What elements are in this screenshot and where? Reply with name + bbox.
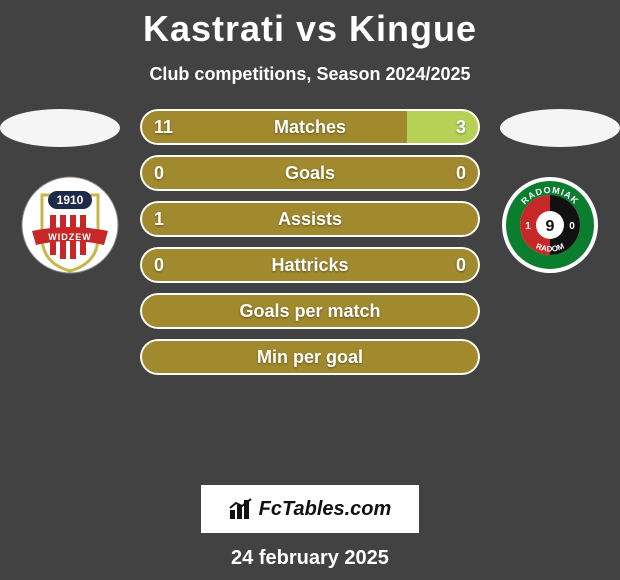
stat-value-right: 0 [456,155,466,191]
comparison-panel: 1910 WIDZEW 9 1 0 RADOMIAK RADO [0,109,620,479]
stat-value-right: 0 [456,247,466,283]
club-badge-right: 9 1 0 RADOMIAK RADOM [500,175,600,275]
svg-text:1: 1 [525,221,531,232]
stat-label: Assists [140,201,480,237]
radomiak-badge-icon: 9 1 0 RADOMIAK RADOM [500,175,600,275]
page-title: Kastrati vs Kingue [0,0,620,50]
stat-value-left: 1 [154,201,164,237]
date-text: 24 february 2025 [0,547,620,570]
stat-row: Goals0 0 [140,155,480,191]
stat-label: Goals [140,155,480,191]
stat-label: Goals per match [140,293,480,329]
svg-text:9: 9 [546,218,555,235]
chart-icon [229,498,255,520]
stat-value-left: 11 [154,109,173,145]
watermark: FcTables.com [201,485,419,533]
club-badge-left: 1910 WIDZEW [20,175,120,275]
stat-label: Min per goal [140,339,480,375]
svg-text:1910: 1910 [57,193,84,207]
subtitle: Club competitions, Season 2024/2025 [0,64,620,85]
avatar-placeholder-right [500,109,620,147]
stat-label: Hattricks [140,247,480,283]
stat-value-left: 0 [154,247,164,283]
stat-label: Matches [140,109,480,145]
stat-row: Matches11 3 [140,109,480,145]
stat-bars: Matches113Goals00Assists1Hattricks00Goal… [140,109,480,385]
svg-text:WIDZEW: WIDZEW [48,232,92,242]
stat-value-left: 0 [154,155,164,191]
avatar-placeholder-left [0,109,120,147]
watermark-text: FcTables.com [259,498,392,521]
widzew-badge-icon: 1910 WIDZEW [20,175,120,275]
svg-text:0: 0 [569,221,575,232]
stat-row: Hattricks0 0 [140,247,480,283]
stat-row: Min per goal [140,339,480,375]
stat-value-right: 3 [456,109,466,145]
stat-row: Assists1 [140,201,480,237]
stat-row: Goals per match [140,293,480,329]
